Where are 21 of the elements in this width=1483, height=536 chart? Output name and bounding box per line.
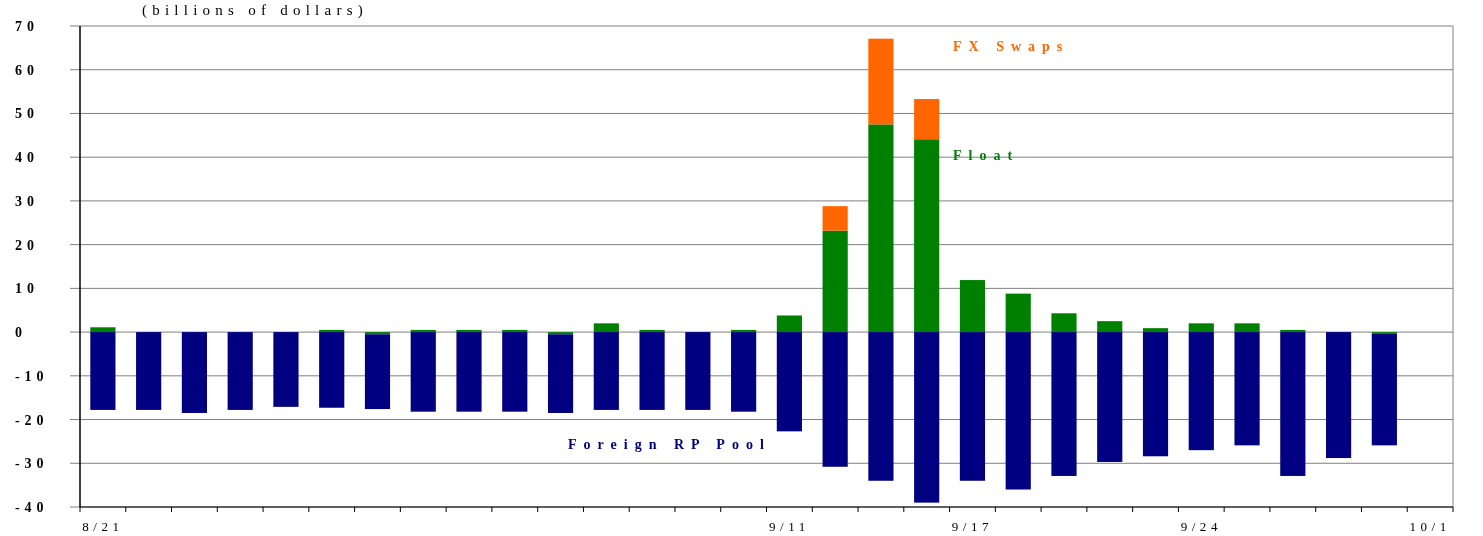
x-tick-label: 8/21	[82, 519, 124, 534]
y-tick-label: 50	[15, 106, 39, 122]
y-tick-label: 40	[15, 150, 39, 166]
x-tick-label: 9/11	[768, 519, 810, 534]
text: FX Swaps	[953, 38, 1070, 54]
y-tick-label: 70	[15, 19, 39, 34]
y-tick-label: 10	[15, 281, 39, 297]
y-tick-label: -40	[15, 500, 49, 515]
x-tick-label: 9/24	[1180, 519, 1222, 534]
y-tick-label: 0	[15, 325, 27, 341]
y-tick-label: 60	[15, 62, 39, 78]
x-tick-label: 10/1	[1409, 519, 1451, 534]
y-tick-label: 30	[15, 193, 39, 209]
y-tick-label: -10	[15, 368, 49, 384]
x-tick-label: 9/17	[951, 519, 994, 534]
series-label: Float	[953, 147, 1020, 163]
chart-title: (billions of dollars)	[141, 2, 369, 19]
series-label: Foreign RP Pool	[568, 437, 771, 453]
y-tick-label: -20	[15, 412, 49, 428]
y-tick-label: -30	[15, 456, 49, 472]
y-tick-label: 20	[15, 237, 39, 253]
